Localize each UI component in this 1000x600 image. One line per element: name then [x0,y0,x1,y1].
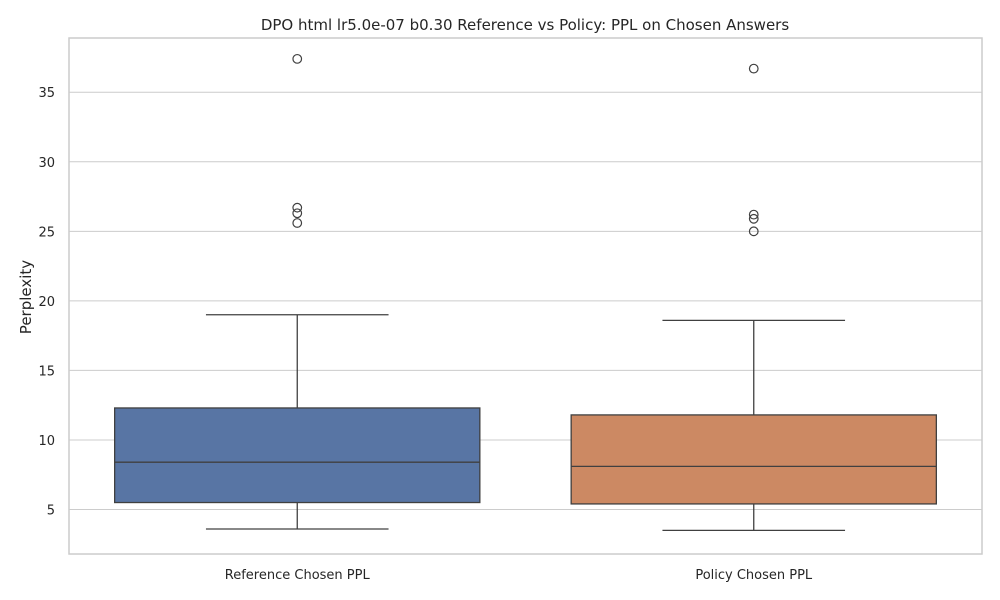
box-group [114,53,481,530]
outlier-point [292,208,303,219]
iqr-box [114,407,481,504]
y-tick-label: 35 [38,86,55,101]
box-group [570,63,938,532]
y-tick-label: 25 [38,225,55,240]
iqr-box [570,414,938,505]
chart-title: DPO html lr5.0e-07 b0.30 Reference vs Po… [261,16,790,34]
y-tick-label: 5 [47,503,55,518]
y-axis-ticks: 5 10 15 20 25 30 35 [38,86,55,518]
outlier-point [748,213,759,224]
y-tick-label: 20 [38,295,55,310]
outlier-point [292,218,303,228]
outlier-point [292,53,303,64]
x-tick-label: Reference Chosen PPL [225,568,371,583]
y-tick-label: 30 [38,156,55,171]
outlier-point [292,202,303,213]
y-tick-label: 10 [38,434,55,449]
y-tick-label: 15 [38,364,55,379]
outlier-point [748,209,759,220]
box-series-layer [114,53,938,532]
plot-area-frame [68,37,983,555]
outlier-point [748,226,759,237]
x-axis-ticks: Reference Chosen PPL Policy Chosen PPL [225,568,813,583]
y-axis-label: Perplexity [17,260,35,334]
x-tick-label: Policy Chosen PPL [695,568,813,583]
outlier-point [748,63,759,74]
